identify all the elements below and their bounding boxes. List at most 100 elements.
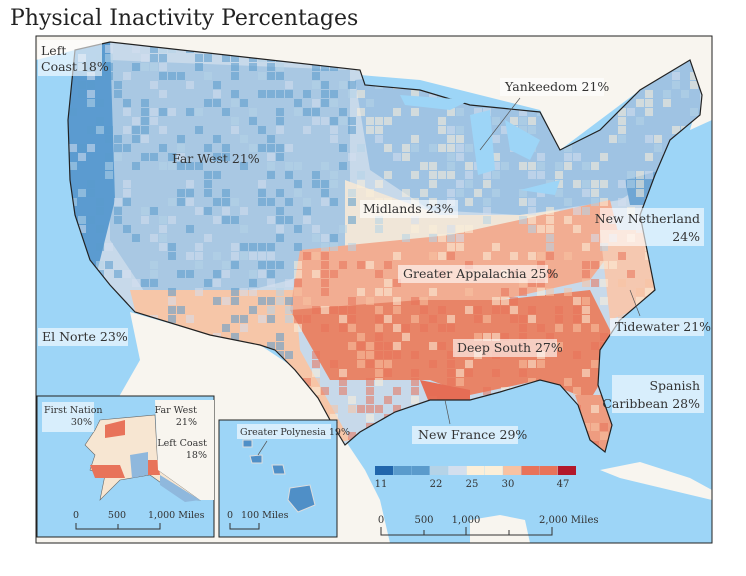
county-cell xyxy=(222,270,230,278)
county-cell xyxy=(249,144,257,152)
county-cell xyxy=(258,180,266,188)
county-cell xyxy=(123,108,131,116)
legend-swatch xyxy=(448,466,467,475)
county-cell xyxy=(303,252,311,260)
county-cell xyxy=(618,180,626,188)
county-cell xyxy=(510,252,518,260)
county-cell xyxy=(681,90,689,98)
county-cell xyxy=(222,108,230,116)
county-cell xyxy=(366,117,374,125)
county-cell xyxy=(177,306,185,314)
county-cell xyxy=(375,270,383,278)
legend-swatch xyxy=(539,466,558,475)
county-cell xyxy=(429,234,437,242)
county-cell xyxy=(348,315,356,323)
county-cell xyxy=(177,270,185,278)
county-cell xyxy=(528,207,536,215)
county-cell xyxy=(312,99,320,107)
county-cell xyxy=(69,162,77,170)
county-cell xyxy=(645,99,653,107)
county-cell xyxy=(213,81,221,89)
county-cell xyxy=(204,234,212,242)
county-cell xyxy=(177,144,185,152)
county-cell xyxy=(87,126,95,134)
county-cell xyxy=(267,153,275,161)
county-cell xyxy=(285,162,293,170)
county-cell xyxy=(501,306,509,314)
county-cell xyxy=(591,234,599,242)
county-cell xyxy=(258,144,266,152)
county-cell xyxy=(357,108,365,116)
county-cell xyxy=(150,153,158,161)
county-cell xyxy=(114,198,122,206)
county-cell xyxy=(276,153,284,161)
county-cell xyxy=(429,180,437,188)
county-cell xyxy=(348,153,356,161)
county-cell xyxy=(213,270,221,278)
county-cell xyxy=(465,144,473,152)
county-cell xyxy=(159,216,167,224)
legend-swatch xyxy=(429,466,448,475)
county-cell xyxy=(105,243,113,251)
county-cell xyxy=(492,306,500,314)
svg-text:Midlands 23%: Midlands 23% xyxy=(363,201,454,216)
county-cell xyxy=(231,252,239,260)
county-cell xyxy=(177,162,185,170)
county-cell xyxy=(321,306,329,314)
county-cell xyxy=(672,126,680,134)
county-cell xyxy=(618,279,626,287)
county-cell xyxy=(303,108,311,116)
county-cell xyxy=(483,198,491,206)
county-cell xyxy=(240,288,248,296)
county-cell xyxy=(492,171,500,179)
county-cell xyxy=(348,117,356,125)
county-cell xyxy=(636,288,644,296)
county-cell xyxy=(591,360,599,368)
svg-text:500: 500 xyxy=(414,515,433,526)
svg-text:Tidewater 21%: Tidewater 21% xyxy=(615,319,711,334)
county-cell xyxy=(411,396,419,404)
county-cell xyxy=(150,45,158,53)
county-cell xyxy=(537,252,545,260)
county-cell xyxy=(303,297,311,305)
county-cell xyxy=(132,279,140,287)
county-cell xyxy=(276,189,284,197)
county-cell xyxy=(339,144,347,152)
county-cell xyxy=(474,333,482,341)
county-cell xyxy=(177,198,185,206)
county-cell xyxy=(582,243,590,251)
county-cell xyxy=(393,405,401,413)
county-cell xyxy=(456,108,464,116)
county-cell xyxy=(366,342,374,350)
county-cell xyxy=(240,252,248,260)
county-cell xyxy=(195,252,203,260)
county-cell xyxy=(573,315,581,323)
county-cell xyxy=(456,234,464,242)
county-cell xyxy=(402,144,410,152)
county-cell xyxy=(564,144,572,152)
county-cell xyxy=(168,72,176,80)
county-cell xyxy=(438,234,446,242)
county-cell xyxy=(168,288,176,296)
county-cell xyxy=(240,315,248,323)
county-cell xyxy=(600,297,608,305)
county-cell xyxy=(357,261,365,269)
county-cell xyxy=(231,117,239,125)
county-cell xyxy=(204,189,212,197)
county-cell xyxy=(600,432,608,440)
alaska-scale-bar: 0 500 1,000 Miles xyxy=(73,510,205,530)
county-cell xyxy=(141,117,149,125)
county-cell xyxy=(339,387,347,395)
county-cell xyxy=(330,126,338,134)
county-cell xyxy=(600,243,608,251)
county-cell xyxy=(411,378,419,386)
county-cell xyxy=(267,171,275,179)
county-cell xyxy=(186,252,194,260)
county-cell xyxy=(321,189,329,197)
county-cell xyxy=(384,279,392,287)
county-cell xyxy=(348,81,356,89)
county-cell xyxy=(78,153,86,161)
county-cell xyxy=(357,144,365,152)
legend-swatch xyxy=(558,466,576,475)
county-cell xyxy=(195,63,203,71)
